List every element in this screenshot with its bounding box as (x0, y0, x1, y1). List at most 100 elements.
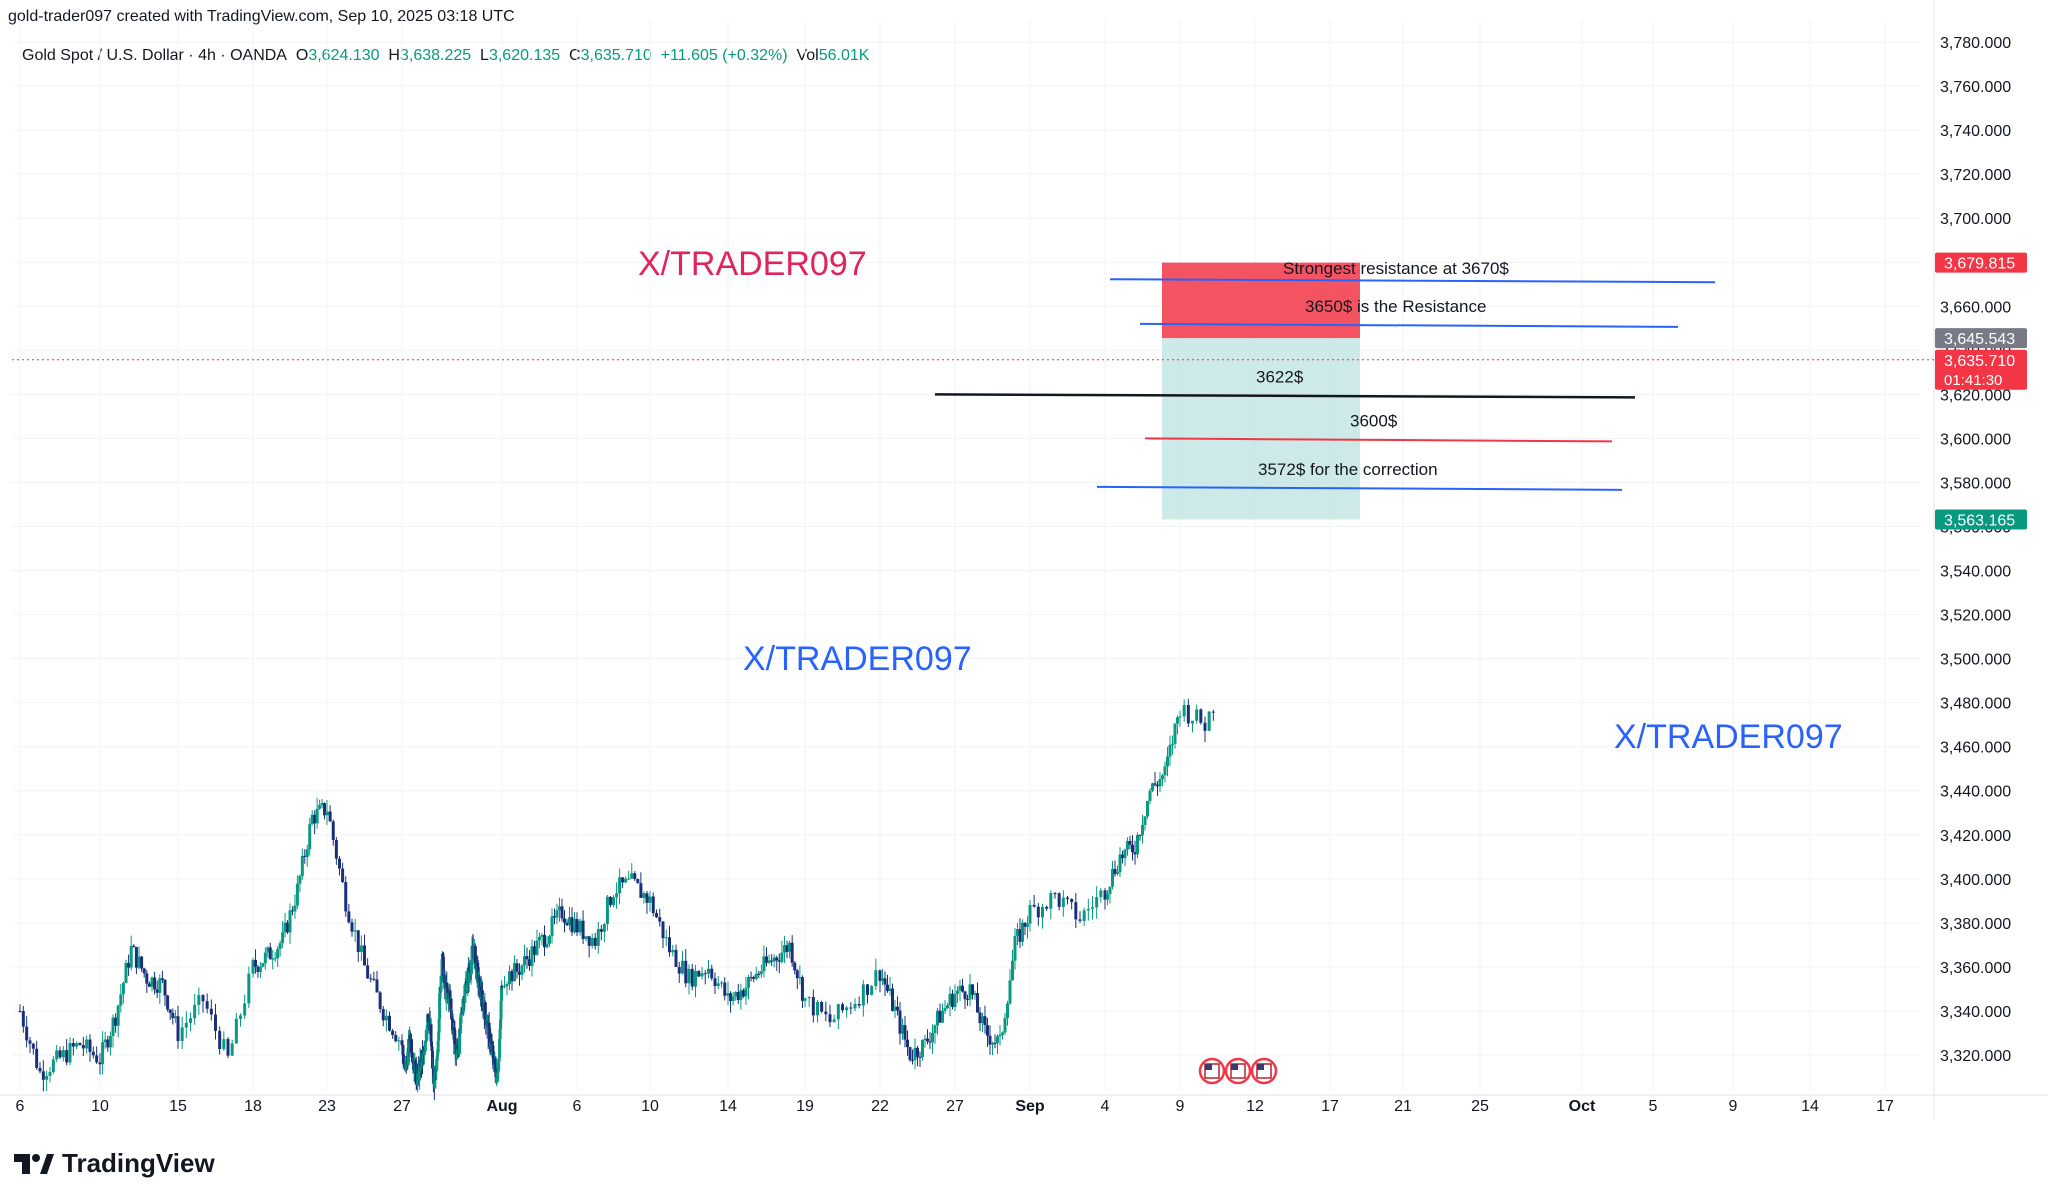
candle[interactable] (51, 1056, 55, 1075)
candle[interactable] (253, 949, 257, 974)
candle[interactable] (1001, 1031, 1004, 1040)
candle[interactable] (1207, 711, 1211, 731)
candle[interactable] (538, 932, 541, 949)
candle[interactable] (293, 894, 297, 919)
candle[interactable] (91, 1046, 95, 1059)
candle[interactable] (1111, 860, 1114, 890)
candle[interactable] (173, 1010, 177, 1024)
candle[interactable] (1021, 919, 1024, 946)
candle[interactable] (543, 925, 546, 956)
candle[interactable] (341, 862, 345, 884)
candle[interactable] (757, 970, 761, 979)
candle[interactable] (540, 932, 544, 946)
candle[interactable] (214, 1003, 217, 1040)
candle[interactable] (180, 1016, 184, 1050)
candle[interactable] (230, 1039, 234, 1056)
candle[interactable] (1168, 735, 1172, 766)
candle[interactable] (664, 929, 668, 947)
candle[interactable] (881, 968, 884, 986)
candle[interactable] (759, 964, 763, 978)
candle[interactable] (599, 924, 603, 941)
candle[interactable] (1053, 891, 1057, 899)
candle[interactable] (1131, 834, 1134, 861)
candle[interactable] (736, 984, 740, 1005)
candle[interactable] (716, 976, 720, 989)
candle[interactable] (528, 950, 531, 971)
candle[interactable] (1151, 782, 1154, 793)
candle[interactable] (720, 980, 723, 988)
candle[interactable] (655, 909, 658, 919)
candle[interactable] (65, 1039, 69, 1066)
candle[interactable] (222, 1031, 226, 1051)
candle[interactable] (941, 1003, 944, 1024)
candle[interactable] (1028, 899, 1032, 932)
candle[interactable] (918, 1051, 922, 1068)
candle[interactable] (593, 932, 597, 950)
candle[interactable] (160, 970, 164, 984)
candle[interactable] (998, 1025, 1002, 1046)
candle[interactable] (713, 972, 717, 994)
candle[interactable] (648, 891, 652, 912)
candle[interactable] (956, 986, 959, 1003)
candle[interactable] (560, 898, 564, 922)
candle[interactable] (142, 967, 146, 978)
candle[interactable] (218, 1026, 222, 1055)
candle[interactable] (605, 894, 609, 931)
candle[interactable] (618, 868, 622, 905)
candle[interactable] (602, 923, 606, 943)
candle[interactable] (651, 892, 655, 917)
candle[interactable] (525, 947, 529, 969)
candle[interactable] (378, 990, 382, 1013)
candle[interactable] (518, 963, 521, 986)
candle[interactable] (777, 953, 781, 974)
candle[interactable] (690, 963, 694, 991)
candle[interactable] (624, 876, 628, 884)
candle[interactable] (372, 971, 376, 982)
candle[interactable] (1049, 890, 1053, 920)
candle[interactable] (397, 1036, 401, 1051)
candle[interactable] (754, 966, 758, 981)
candle[interactable] (369, 973, 373, 983)
candle[interactable] (853, 998, 857, 1012)
candle[interactable] (1138, 834, 1142, 841)
candle[interactable] (103, 1031, 107, 1049)
candle[interactable] (256, 964, 260, 978)
candle[interactable] (515, 958, 519, 979)
candle[interactable] (555, 903, 559, 925)
candle[interactable] (251, 957, 255, 978)
candle[interactable] (288, 903, 292, 944)
candle[interactable] (615, 882, 619, 909)
candle[interactable] (263, 947, 267, 970)
candle[interactable] (347, 904, 351, 924)
candle[interactable] (803, 997, 807, 1008)
candle[interactable] (1203, 716, 1207, 743)
candle[interactable] (1171, 735, 1174, 755)
candle[interactable] (328, 805, 332, 822)
candle[interactable] (261, 962, 265, 968)
candle[interactable] (707, 960, 710, 979)
candle[interactable] (785, 940, 789, 959)
candle[interactable] (45, 1070, 49, 1092)
candle[interactable] (239, 1013, 242, 1027)
candle[interactable] (58, 1046, 62, 1060)
candle[interactable] (391, 1028, 395, 1039)
candle[interactable] (71, 1038, 75, 1056)
candle[interactable] (31, 1042, 35, 1055)
candle[interactable] (150, 976, 154, 992)
candle[interactable] (861, 980, 865, 1017)
candle[interactable] (798, 965, 802, 985)
candle[interactable] (627, 870, 631, 881)
candle[interactable] (278, 940, 282, 957)
candle[interactable] (500, 984, 504, 990)
candle[interactable] (948, 986, 952, 1017)
candle[interactable] (590, 933, 594, 949)
candle[interactable] (891, 983, 894, 1012)
candle[interactable] (639, 872, 643, 898)
candle[interactable] (710, 964, 714, 981)
candle[interactable] (703, 970, 707, 985)
candle[interactable] (981, 1012, 984, 1033)
candle[interactable] (558, 897, 561, 922)
candle[interactable] (1199, 708, 1203, 725)
candle[interactable] (523, 944, 526, 973)
candle[interactable] (68, 1037, 72, 1066)
